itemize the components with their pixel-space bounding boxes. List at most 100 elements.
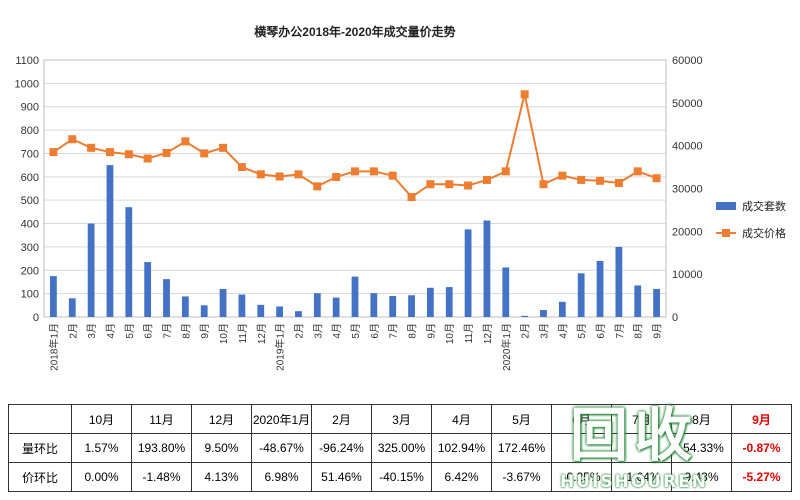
column-header: 7月 (611, 404, 672, 434)
price-marker (633, 167, 642, 176)
bar (257, 304, 265, 317)
x-tick-label: 12月 (482, 323, 494, 344)
column-header: 6月 (551, 404, 612, 434)
x-tick-label: 7月 (614, 323, 626, 339)
table-corner (8, 404, 72, 434)
price-marker (313, 182, 322, 191)
y-right-tick-label: 20000 (672, 226, 703, 238)
price-marker (143, 154, 152, 163)
y-left-tick-label: 500 (21, 195, 39, 207)
legend-line-label: 成交价格 (742, 226, 786, 240)
table-cell: 6.42% (431, 462, 492, 492)
column-header: 11月 (131, 404, 192, 434)
table-row: 价环比 0.00% -1.48% 4.13% 6.98% 51.46% -40.15% 6.4… (8, 462, 792, 492)
column-header: 5月 (491, 404, 552, 434)
table-cell: -40.15% (371, 462, 432, 492)
price-line (52, 94, 657, 199)
y-left-tick-label: 600 (21, 172, 39, 184)
bar (464, 229, 472, 317)
x-tick-label: 6月 (143, 323, 155, 339)
column-header: 4月 (431, 404, 492, 434)
table-cell: -96.24% (311, 433, 372, 463)
bar (483, 220, 491, 317)
price-marker (464, 181, 473, 190)
row-label: 价环比 (8, 462, 72, 492)
price-marker (200, 149, 209, 158)
x-tick-label: 4月 (557, 323, 569, 339)
table-cell: 6.98% (251, 462, 312, 492)
y-left-tick-label: 900 (21, 102, 39, 114)
price-marker (219, 143, 228, 152)
table-cell: 193.80% (131, 433, 192, 463)
x-tick-label: 7月 (388, 323, 400, 339)
legend-bar-swatch (716, 202, 736, 210)
table-cell: 9.50% (191, 433, 252, 463)
bar (502, 267, 510, 317)
x-tick-label: 10月 (444, 323, 456, 344)
price-marker (87, 143, 96, 152)
x-tick-label: 2月 (67, 323, 79, 339)
price-marker (558, 171, 567, 180)
x-tick-label: 2月 (293, 323, 305, 339)
y-right-tick-label: 30000 (672, 184, 703, 196)
x-tick-label: 5月 (576, 323, 588, 339)
bar (427, 287, 434, 317)
y-right-tick-label: 10000 (672, 269, 703, 281)
y-left-tick-label: 400 (21, 219, 39, 231)
x-tick-label: 10月 (218, 323, 230, 344)
table-cell: -3.67% (491, 462, 552, 492)
bar (351, 276, 359, 317)
column-header: 3月 (371, 404, 432, 434)
table-cell: 1.57% (71, 433, 132, 463)
table-cell: 172.46% (491, 433, 552, 463)
bar (200, 305, 208, 317)
price-marker (539, 180, 548, 189)
y-right-tick-label: 60000 (672, 55, 703, 67)
bar (634, 285, 642, 317)
x-tick-label: 4月 (331, 323, 343, 339)
price-marker (426, 180, 435, 189)
x-tick-label: 2019年1月 (274, 323, 287, 371)
table-cell: -5.27% (731, 462, 792, 492)
legend-line-marker (722, 229, 730, 237)
bar (144, 262, 152, 317)
y-left-tick-label: 300 (21, 242, 39, 254)
bar (540, 309, 547, 317)
price-marker (162, 148, 171, 157)
price-marker (369, 167, 378, 176)
legend-bar-label: 成交套数 (742, 199, 786, 213)
price-marker (332, 172, 341, 181)
bar (68, 298, 76, 317)
bar (295, 311, 302, 317)
x-tick-label: 3月 (86, 323, 98, 339)
price-marker (181, 137, 190, 146)
price-marker (49, 148, 58, 157)
table-cell: -48.67% (251, 433, 312, 463)
bar (615, 246, 623, 317)
column-header: 8月 (671, 404, 732, 434)
price-marker (614, 178, 623, 187)
combo-chart: 横琴办公2018年-2020年成交量价走势 0 100 200 300 400 500 600… (15, 24, 786, 371)
bar (577, 273, 585, 317)
x-tick-label: 3月 (538, 323, 550, 339)
logo-mark: 回收 (569, 401, 698, 469)
bar (163, 279, 170, 317)
price-marker (124, 150, 133, 159)
price-marker (256, 170, 265, 179)
y-left-tick-label: 0 (33, 312, 39, 324)
row-label: 量环比 (8, 433, 72, 463)
y-left-tick-label: 700 (21, 148, 39, 160)
y-right-tick-label: 0 (672, 312, 678, 324)
table-cell: 102.94% (431, 433, 492, 463)
column-header: 9月 (731, 404, 792, 434)
chart-area: 横琴办公2018年-2020年成交量价走势 0 100 200 300 400 500 600… (15, 24, 786, 371)
logo-wordmark: HUISHOUREN (559, 472, 708, 492)
table-cell: -1.48% (131, 462, 192, 492)
price-marker (652, 174, 661, 183)
price-marker (407, 193, 416, 202)
price-marker (275, 172, 284, 181)
bar (125, 207, 133, 317)
chart-title: 横琴办公2018年-2020年成交量价走势 (254, 24, 455, 39)
y-left-tick-label: 1100 (15, 55, 39, 67)
watermark-logo: 回收 HUISHOUREN (548, 400, 720, 500)
